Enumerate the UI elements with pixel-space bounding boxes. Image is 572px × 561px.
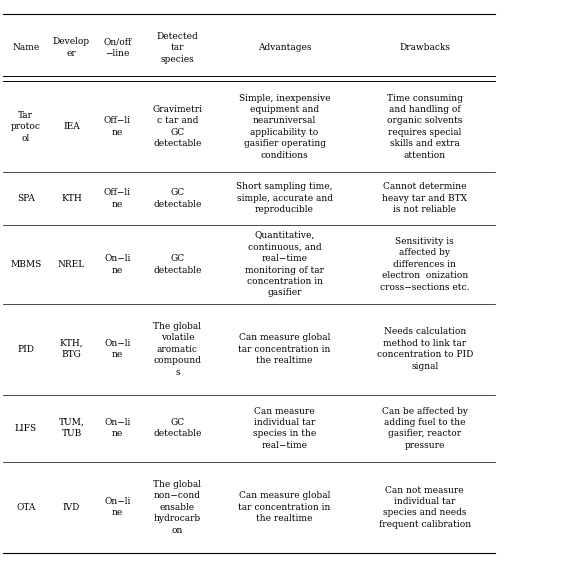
Text: KTH: KTH [61, 194, 82, 203]
Text: IEA: IEA [63, 122, 80, 131]
Text: PID: PID [17, 344, 34, 353]
Text: Short sampling time,
simple, accurate and
reproducible: Short sampling time, simple, accurate an… [236, 182, 333, 214]
Text: Can measure
individual tar
species in the
real−time: Can measure individual tar species in th… [253, 407, 316, 450]
Text: Detected
tar
species: Detected tar species [157, 32, 198, 63]
Text: On−li
ne: On−li ne [104, 418, 130, 438]
Text: Can be affected by
adding fuel to the
gasifier, reactor
pressure: Can be affected by adding fuel to the ga… [382, 407, 468, 450]
Text: OTA: OTA [16, 503, 35, 512]
Text: GC
detectable: GC detectable [153, 418, 201, 438]
Text: Drawbacks: Drawbacks [399, 43, 450, 52]
Text: On−li
ne: On−li ne [104, 497, 130, 517]
Text: Simple, inexpensive
equipment and
nearuniversal
applicability to
gasifier operat: Simple, inexpensive equipment and nearun… [239, 94, 330, 160]
Text: Off−li
ne: Off−li ne [104, 188, 131, 209]
Text: The global
volatile
aromatic
compound
s: The global volatile aromatic compound s [153, 322, 201, 376]
Text: Needs calculation
method to link tar
concentration to PID
signal: Needs calculation method to link tar con… [376, 328, 473, 371]
Text: Cannot determine
heavy tar and BTX
is not reliable: Cannot determine heavy tar and BTX is no… [382, 182, 467, 214]
Text: KTH,
BTG: KTH, BTG [59, 339, 84, 360]
Text: NREL: NREL [58, 260, 85, 269]
Text: Can measure global
tar concentration in
the realtime: Can measure global tar concentration in … [239, 333, 331, 365]
Text: Name: Name [12, 43, 39, 52]
Text: Tar
protoc
ol: Tar protoc ol [11, 111, 41, 142]
Text: SPA: SPA [17, 194, 35, 203]
Text: IVD: IVD [63, 503, 80, 512]
Text: Sensitivity is
affected by
differences in
electron  onization
cross−sections etc: Sensitivity is affected by differences i… [380, 237, 470, 292]
Text: Develop
er: Develop er [53, 38, 90, 58]
Text: MBMS: MBMS [10, 260, 41, 269]
Text: GC
detectable: GC detectable [153, 254, 201, 274]
Text: GC
detectable: GC detectable [153, 188, 201, 209]
Text: LIFS: LIFS [15, 424, 37, 433]
Text: Can measure global
tar concentration in
the realtime: Can measure global tar concentration in … [239, 491, 331, 523]
Text: The global
non−cond
ensable
hydrocarb
on: The global non−cond ensable hydrocarb on [153, 480, 201, 535]
Text: On/off
−line: On/off −line [103, 38, 132, 58]
Text: Can not measure
individual tar
species and needs
frequent calibration: Can not measure individual tar species a… [379, 485, 471, 529]
Text: On−li
ne: On−li ne [104, 254, 130, 274]
Text: Time consuming
and handling of
organic solvents
requires special
skills and extr: Time consuming and handling of organic s… [387, 94, 463, 160]
Text: Gravimetri
c tar and
GC
detectable: Gravimetri c tar and GC detectable [152, 105, 202, 149]
Text: Quantitative,
continuous, and
real−time
monitoring of tar
concentration in
gasif: Quantitative, continuous, and real−time … [245, 231, 324, 297]
Text: On−li
ne: On−li ne [104, 339, 130, 360]
Text: Advantages: Advantages [258, 43, 311, 52]
Text: TUM,
TUB: TUM, TUB [58, 418, 85, 438]
Text: Off−li
ne: Off−li ne [104, 117, 131, 137]
